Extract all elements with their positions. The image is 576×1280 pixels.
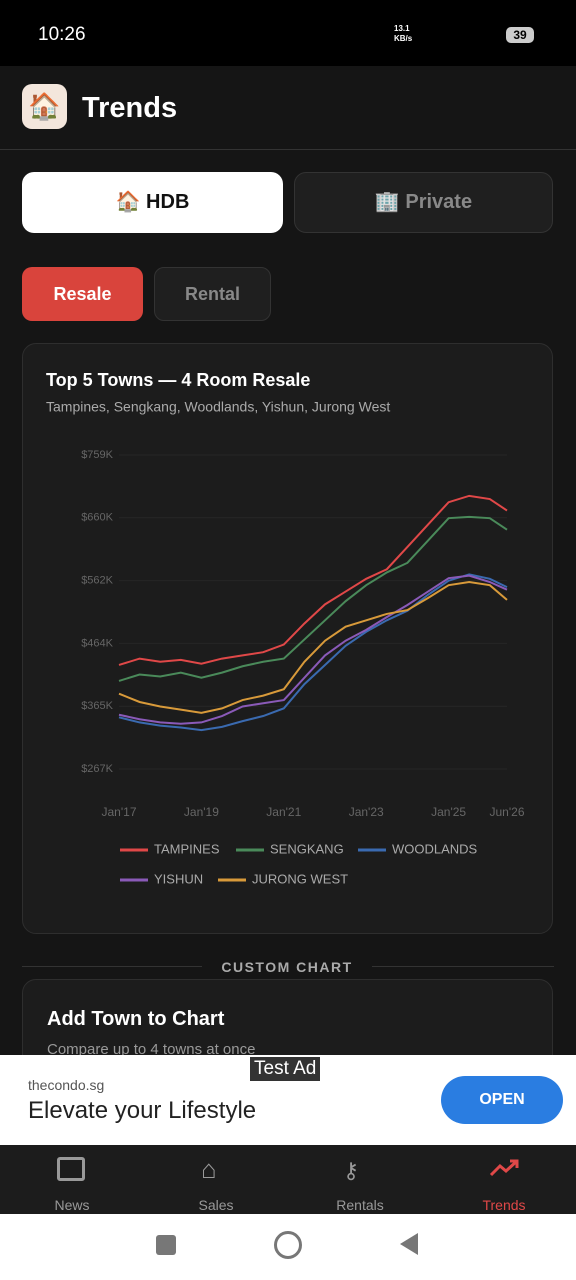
x-tick-label: Jan'21: [266, 805, 301, 819]
chart: Top 5 Towns — 4 Room Resale Tampines, Se…: [46, 370, 525, 887]
card-title: Add Town to Chart: [47, 1008, 225, 1030]
y-tick-label: $562K: [81, 575, 113, 587]
x-tick-label: Jun'26: [490, 805, 525, 819]
tab-hdb[interactable]: 🏠 HDB: [22, 172, 283, 233]
nav-rentals[interactable]: Rentals: [336, 1197, 384, 1213]
legend-label: YISHUN: [154, 871, 203, 886]
nav-sales[interactable]: Sales: [198, 1197, 234, 1213]
chart-subtitle: Tampines, Sengkang, Woodlands, Yishun, J…: [46, 399, 390, 415]
section-label: CUSTOM CHART: [221, 959, 353, 975]
battery: 39: [506, 27, 534, 43]
nav-trends[interactable]: Trends: [482, 1197, 526, 1213]
rentals-icon: ⚷: [343, 1158, 360, 1183]
y-tick-label: $267K: [81, 763, 113, 775]
app-icon: 🏠: [22, 84, 67, 129]
subtab-resale[interactable]: Resale: [22, 267, 143, 321]
tab-private[interactable]: 🏢 Private: [294, 172, 553, 233]
x-tick-label: Jan'17: [102, 805, 137, 819]
bottom-nav: ⌂ ⚷ News Sales Rentals Trends: [0, 1145, 576, 1214]
x-tick-label: Jan'19: [184, 805, 219, 819]
net-speed: 13.1 KB/s: [394, 24, 413, 43]
legend-label: SENGKANG: [270, 841, 344, 856]
series-line: [118, 494, 508, 666]
home-button[interactable]: [274, 1231, 302, 1259]
y-tick-label: $365K: [81, 700, 113, 712]
divider: [22, 966, 202, 967]
series-line: [118, 580, 508, 714]
news-icon: [57, 1157, 85, 1181]
recents-button[interactable]: [156, 1235, 176, 1255]
page-title: Trends: [82, 92, 178, 124]
subtab-rental[interactable]: Rental: [154, 267, 271, 321]
ad-headline: Elevate your Lifestyle: [28, 1097, 257, 1124]
divider: [372, 966, 554, 967]
chart-card: [22, 343, 553, 934]
nav-news[interactable]: News: [54, 1197, 90, 1213]
y-tick-label: $759K: [81, 449, 113, 461]
ad-banner[interactable]: Test Ad thecondo.sg Elevate your Lifesty…: [0, 1055, 576, 1145]
series-line: [118, 574, 508, 725]
y-tick-label: $660K: [81, 512, 113, 524]
x-tick-label: Jan'23: [349, 805, 384, 819]
series-line: [118, 573, 508, 732]
ad-button[interactable]: OPEN: [441, 1076, 563, 1124]
divider: [0, 149, 576, 150]
x-tick-label: Jan'25: [431, 805, 466, 819]
legend-label: JURONG WEST: [252, 871, 348, 886]
ad-badge: Test Ad: [250, 1057, 321, 1081]
chart-title: Top 5 Towns — 4 Room Resale: [46, 370, 310, 390]
ad-domain: thecondo.sg: [28, 1077, 105, 1093]
trends-icon: [489, 1159, 519, 1177]
card-subtitle: Compare up to 4 towns at once: [47, 1041, 256, 1058]
legend-label: TAMPINES: [154, 841, 220, 856]
series-line: [118, 515, 508, 682]
time: 10:26: [38, 24, 86, 45]
y-tick-label: $464K: [81, 637, 113, 649]
back-button[interactable]: [400, 1233, 418, 1255]
legend-label: WOODLANDS: [392, 841, 478, 856]
status-bar: 10:26 13.1 KB/s 39: [0, 0, 576, 66]
system-nav: [0, 1214, 576, 1280]
sales-icon: ⌂: [201, 1154, 217, 1184]
